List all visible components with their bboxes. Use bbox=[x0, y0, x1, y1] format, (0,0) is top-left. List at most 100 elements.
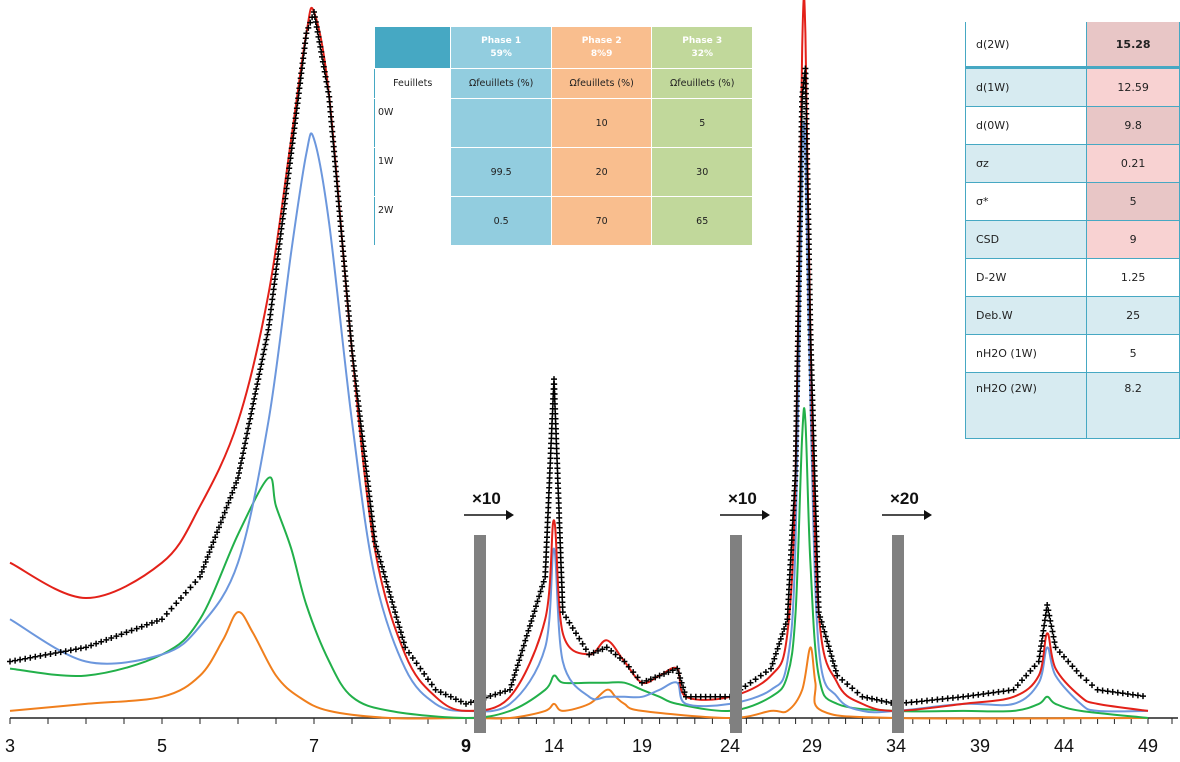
phase1-title: Phase 1 bbox=[481, 35, 522, 46]
data-point bbox=[1035, 658, 1042, 665]
data-point bbox=[804, 165, 811, 172]
data-point bbox=[817, 614, 824, 620]
x-tick-label: 3 bbox=[5, 736, 15, 756]
data-point bbox=[1056, 649, 1063, 656]
data-point bbox=[669, 667, 676, 674]
data-point bbox=[103, 636, 110, 643]
data-point bbox=[526, 622, 533, 629]
phase3-col-header: Ωfeuillets (%) bbox=[651, 68, 753, 99]
data-point bbox=[811, 457, 818, 464]
data-point bbox=[742, 683, 749, 690]
data-point bbox=[768, 665, 774, 672]
parameter-table: d(2W) 15.28 d(1W) 12.59 d(0W) 9.8 σz 0.2… bbox=[964, 22, 1180, 439]
scale-break-bar bbox=[892, 535, 904, 733]
data-point bbox=[1027, 667, 1034, 674]
data-point bbox=[625, 663, 632, 670]
data-point bbox=[32, 653, 39, 660]
data-point bbox=[608, 647, 615, 654]
param-value: 8.2 bbox=[1086, 372, 1180, 439]
data-point bbox=[599, 646, 606, 653]
param-value: 5 bbox=[1086, 182, 1180, 221]
cell-phase3: 5 bbox=[651, 98, 753, 148]
data-point bbox=[812, 508, 819, 515]
data-point bbox=[678, 679, 685, 686]
data-point bbox=[617, 655, 623, 661]
param-value: 9 bbox=[1086, 220, 1180, 259]
data-point bbox=[810, 422, 817, 429]
data-point bbox=[949, 694, 956, 701]
series-line bbox=[9, 407, 1149, 720]
scale-breaks bbox=[474, 535, 904, 733]
data-point bbox=[569, 625, 576, 631]
x-tick-labels: 3 5 7 9 14 19 24 29 34 39 44 49 bbox=[5, 736, 1158, 756]
row-label: 0W bbox=[373, 98, 452, 148]
data-point bbox=[243, 435, 250, 442]
param-name: σ* bbox=[964, 182, 1088, 221]
data-point bbox=[93, 640, 100, 647]
data-point bbox=[282, 195, 289, 202]
data-point bbox=[806, 291, 813, 298]
data-point bbox=[777, 635, 784, 642]
data-point bbox=[873, 696, 880, 703]
data-point bbox=[1089, 682, 1095, 689]
data-point bbox=[492, 691, 499, 698]
data-point bbox=[533, 603, 539, 610]
data-point bbox=[812, 493, 819, 500]
data-point bbox=[522, 637, 529, 644]
data-point bbox=[507, 686, 513, 693]
data-point bbox=[762, 669, 769, 676]
data-point bbox=[643, 677, 650, 684]
data-point bbox=[266, 321, 273, 328]
data-point bbox=[510, 676, 517, 683]
data-point bbox=[42, 651, 49, 658]
x-tick-label: 49 bbox=[1138, 736, 1158, 756]
data-point bbox=[939, 696, 946, 702]
data-point bbox=[813, 518, 819, 525]
data-point bbox=[319, 58, 326, 65]
data-point bbox=[528, 618, 535, 624]
data-point bbox=[437, 689, 444, 696]
data-point bbox=[247, 415, 254, 422]
scale-factor-label: ×10 bbox=[472, 489, 501, 508]
data-point bbox=[1010, 686, 1017, 693]
data-point bbox=[573, 630, 579, 637]
data-point bbox=[98, 638, 105, 645]
scale-annotations: ×10 ×10 ×20 bbox=[464, 489, 932, 520]
data-point bbox=[374, 548, 381, 555]
data-point bbox=[148, 619, 155, 626]
x-tick-label: 19 bbox=[632, 736, 652, 756]
data-point bbox=[523, 632, 530, 639]
data-point bbox=[325, 88, 332, 95]
data-point bbox=[831, 662, 838, 669]
cell-phase3: 65 bbox=[651, 196, 753, 246]
param-value: 5 bbox=[1086, 334, 1180, 373]
data-point bbox=[62, 648, 69, 655]
data-point bbox=[519, 647, 526, 654]
data-point bbox=[944, 695, 951, 702]
data-point bbox=[242, 440, 249, 447]
data-point bbox=[321, 68, 328, 75]
data-point bbox=[502, 688, 509, 695]
data-point bbox=[12, 657, 19, 664]
data-point bbox=[270, 286, 277, 293]
data-point bbox=[1044, 602, 1051, 608]
data-point bbox=[829, 658, 836, 664]
data-point bbox=[566, 619, 573, 626]
x-tick-label: 14 bbox=[544, 736, 564, 756]
data-point bbox=[869, 695, 875, 702]
data-point bbox=[822, 633, 829, 640]
data-point bbox=[255, 376, 262, 383]
data-point bbox=[497, 689, 504, 696]
data-point bbox=[776, 640, 783, 647]
data-point bbox=[227, 494, 234, 501]
data-point bbox=[681, 689, 688, 696]
row-label: 2W bbox=[373, 196, 452, 246]
data-point bbox=[271, 276, 278, 283]
data-point bbox=[814, 563, 821, 570]
data-point bbox=[251, 395, 258, 402]
param-value: 25 bbox=[1086, 296, 1180, 335]
data-point bbox=[803, 140, 810, 147]
param-value: 12.59 bbox=[1086, 67, 1180, 107]
scale-arrow-head bbox=[506, 510, 514, 520]
data-point bbox=[273, 266, 280, 273]
